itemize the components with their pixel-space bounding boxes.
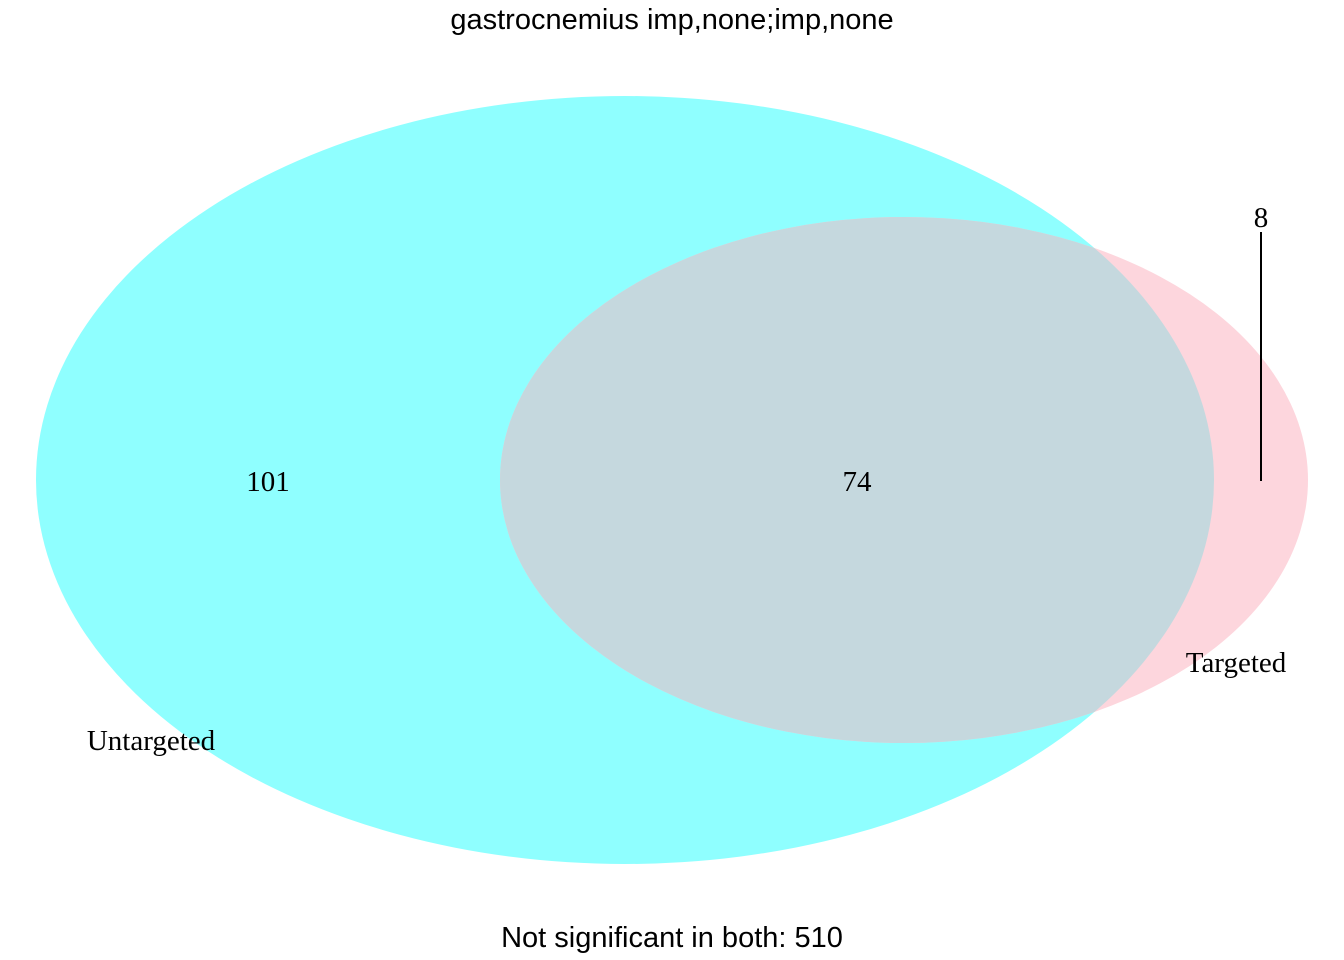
not-significant-note: Not significant in both: 510 (501, 922, 843, 954)
untargeted-only-count: 101 (246, 466, 290, 498)
diagram-title: gastrocnemius imp,none;imp,none (450, 4, 894, 36)
intersection-count: 74 (843, 466, 873, 498)
untargeted-set-label: Untargeted (87, 725, 216, 757)
targeted-only-count: 8 (1254, 202, 1269, 234)
targeted-set-label: Targeted (1186, 647, 1287, 679)
intersection-region (500, 217, 1214, 743)
